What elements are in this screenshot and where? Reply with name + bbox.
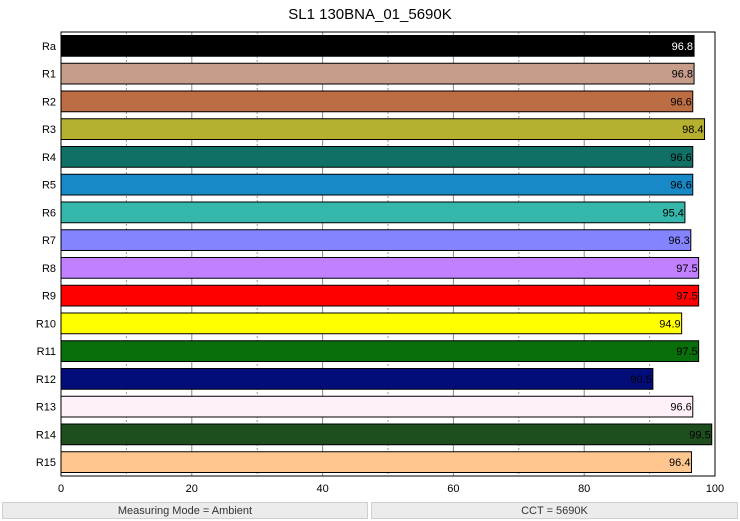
bar-r6 [60,201,686,224]
bar-r7 [60,229,692,251]
category-label-r11: R11 [37,346,56,358]
value-label-r6: 95.4 [662,207,683,219]
category-label-r6: R6 [42,207,56,219]
bar-r8 [60,257,700,279]
category-label-r8: R8 [42,263,56,275]
category-label-r10: R10 [36,318,56,330]
category-label-r2: R2 [42,96,56,108]
category-label-r5: R5 [42,180,56,192]
bar-r4 [60,146,694,168]
value-label-r8: 97.5 [676,263,697,275]
bar-r3 [60,118,706,140]
value-label-r13: 96.6 [670,402,691,414]
value-label-r9: 97.5 [676,291,697,303]
bar-r2 [60,90,694,113]
x-tick-label: 100 [706,483,724,495]
category-label-r4: R4 [42,152,56,164]
value-label-r3: 98.4 [682,124,703,136]
value-label-ra: 96.8 [672,41,693,53]
bar-r13 [60,395,694,418]
bar-r14 [60,423,713,446]
value-label-r1: 96.8 [672,69,693,81]
bar-r10 [60,312,683,335]
category-label-r3: R3 [42,124,56,136]
measuring-mode-status: Measuring Mode = Ambient [2,502,368,519]
category-label-r7: R7 [42,235,56,247]
bar-r15 [60,451,692,473]
value-label-r7: 96.3 [668,235,689,247]
value-label-r14: 99.5 [689,429,710,441]
bar-chart: 96.8 Ra 96.8 R1 96.6 R2 98.4 R3 96.6 R4 96.6 R5 95.4… [36,31,724,495]
category-label-r12: R12 [36,374,56,386]
value-label-r10: 94.9 [659,318,680,330]
plot-frame [60,31,716,477]
status-bar: Measuring Mode = Ambient CCT = 5690K [0,502,740,521]
x-tick-label: 20 [186,483,198,495]
chart-title: SL1 130BNA_01_5690K [288,6,452,23]
category-label-r9: R9 [42,291,56,303]
bar-r9 [60,284,700,307]
category-label-r13: R13 [36,402,56,414]
value-label-r4: 96.6 [670,152,691,164]
value-label-r5: 96.6 [670,180,691,192]
bar-ra [60,35,695,57]
value-label-r11: 97.5 [676,346,697,358]
x-tick-label: 0 [58,483,64,495]
category-label-r1: R1 [42,69,56,81]
x-tick-label: 60 [447,483,459,495]
x-tick-label: 40 [316,483,328,495]
category-label-r14: R14 [36,429,56,441]
bar-r1 [60,62,695,85]
cct-status: CCT = 5690K [371,502,738,519]
x-tick-label: 80 [578,483,590,495]
bar-r5 [60,173,694,196]
bar-r11 [60,340,700,362]
value-label-r15: 96.4 [669,457,690,469]
value-label-r2: 96.6 [670,96,691,108]
category-label-ra: Ra [42,41,57,53]
value-label-r12: 90.5 [630,374,651,386]
bar-r12 [60,368,654,390]
category-label-r15: R15 [36,457,56,469]
